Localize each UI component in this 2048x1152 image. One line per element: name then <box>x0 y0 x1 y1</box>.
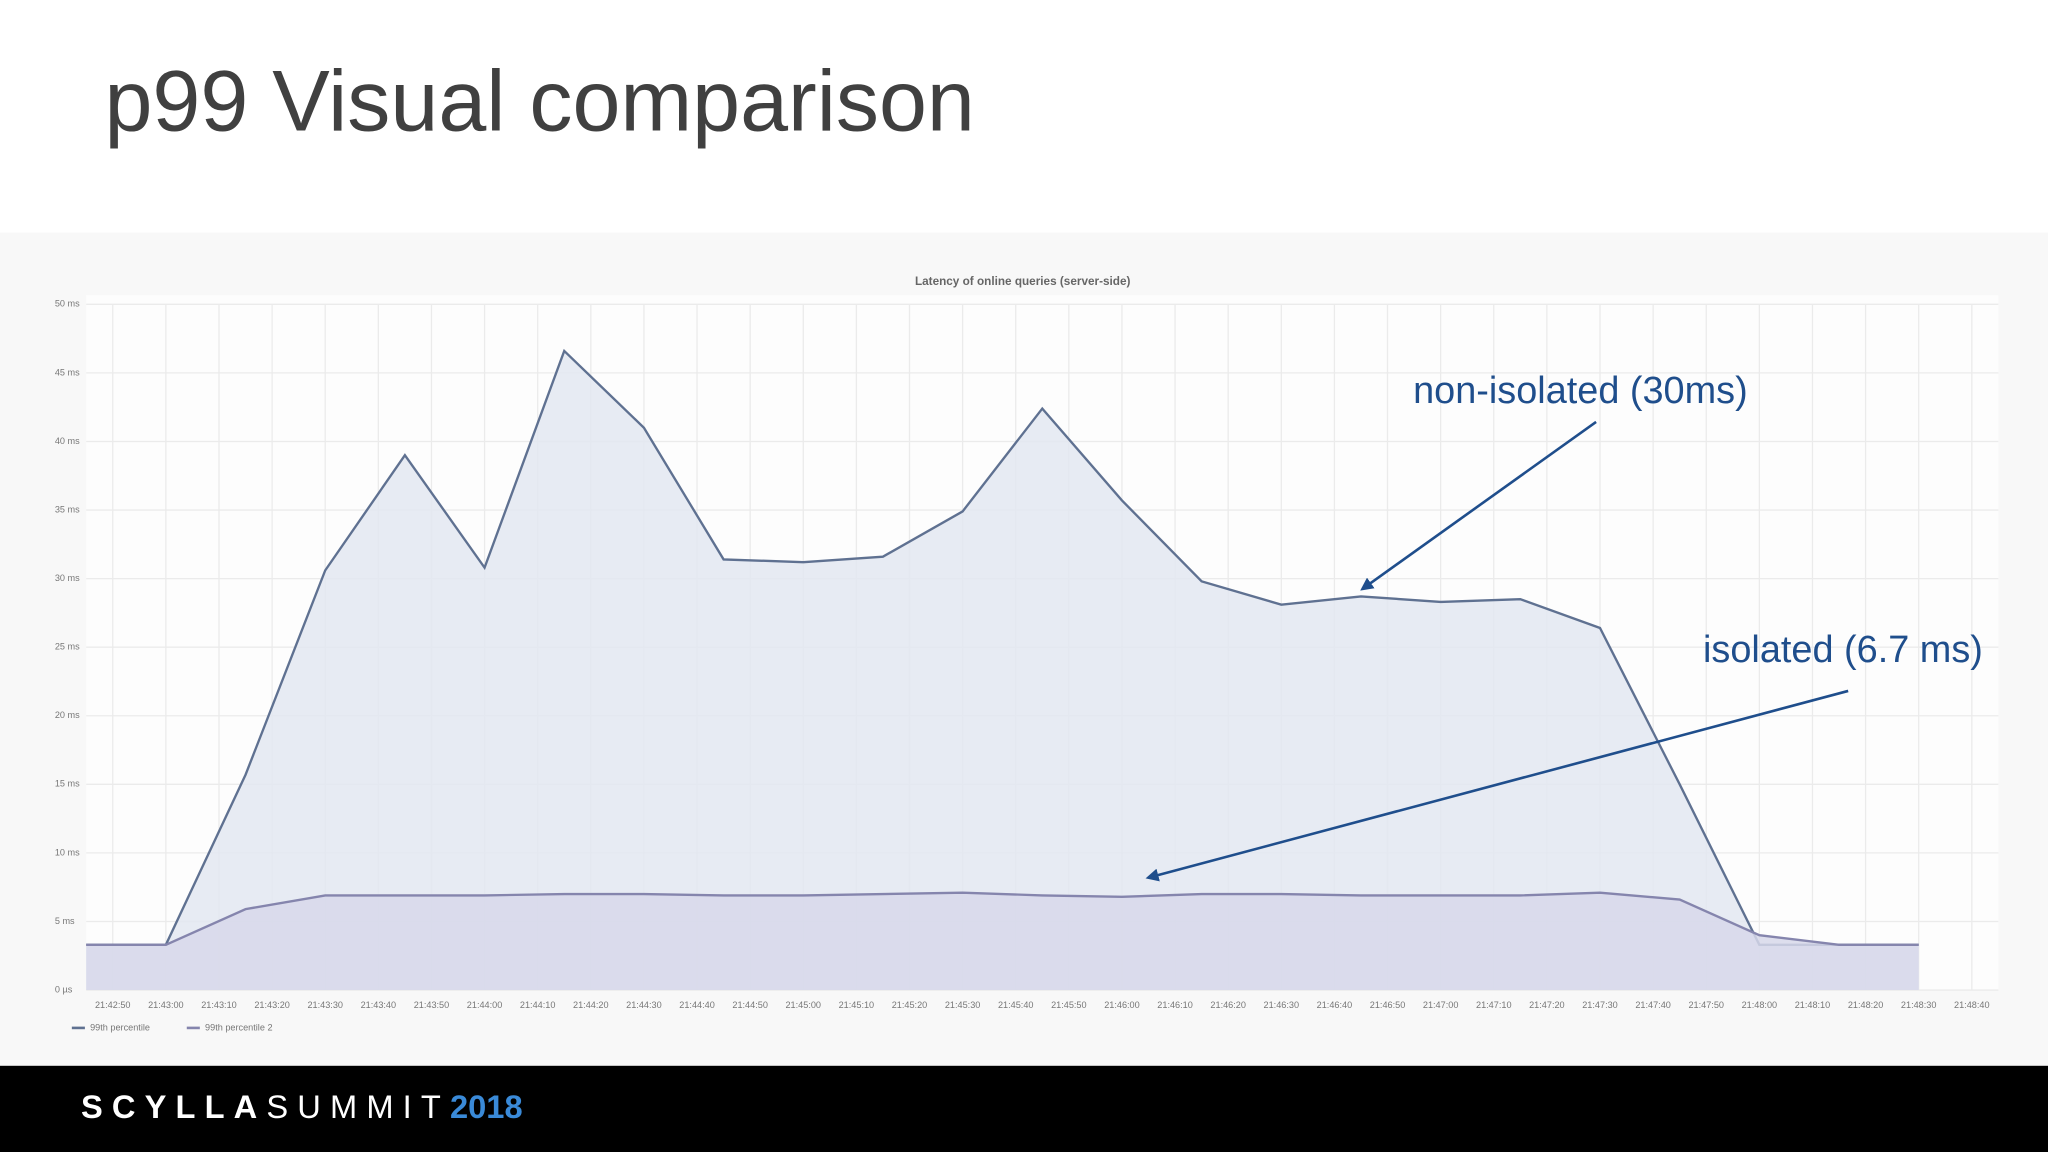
x-tick-label: 21:47:00 <box>1423 1000 1459 1010</box>
footer-logo: SCYLLASUMMIT2018 <box>81 1088 523 1125</box>
area-fill <box>86 892 1919 991</box>
x-tick-label: 21:47:40 <box>1635 1000 1671 1010</box>
arrow <box>1145 689 1849 882</box>
x-tick-label: 21:43:40 <box>361 1000 397 1010</box>
y-tick-label: 10 ms <box>55 847 80 857</box>
x-tick-label: 21:46:20 <box>1210 1000 1246 1010</box>
x-tick-label: 21:47:20 <box>1529 1000 1565 1010</box>
x-tick-label: 21:43:30 <box>307 1000 343 1010</box>
slide-title: p99 Visual comparison <box>104 54 974 150</box>
x-tick-label: 21:43:50 <box>414 1000 450 1010</box>
x-tick-label: 21:45:50 <box>1051 1000 1087 1010</box>
y-tick-label: 35 ms <box>55 504 80 514</box>
footer-bar <box>0 1065 2048 1152</box>
y-tick-label: 20 ms <box>55 710 80 720</box>
chart-title: Latency of online queries (server-side) <box>915 275 1131 288</box>
x-tick-label: 21:48:20 <box>1848 1000 1884 1010</box>
x-tick-label: 21:48:30 <box>1901 1000 1937 1010</box>
footer-year: 2018 <box>450 1088 523 1125</box>
x-tick-label: 21:46:40 <box>1317 1000 1353 1010</box>
x-tick-label: 21:43:00 <box>148 1000 184 1010</box>
x-tick-label: 21:45:00 <box>785 1000 821 1010</box>
x-tick-label: 21:44:00 <box>467 1000 503 1010</box>
x-tick-label: 21:48:40 <box>1954 1000 1990 1010</box>
x-tick-label: 21:45:40 <box>998 1000 1034 1010</box>
x-tick-label: 21:47:50 <box>1688 1000 1724 1010</box>
arrow <box>1360 420 1597 591</box>
x-tick-label: 21:44:50 <box>732 1000 768 1010</box>
x-tick-label: 21:45:10 <box>839 1000 875 1010</box>
x-tick-label: 21:47:30 <box>1582 1000 1618 1010</box>
y-tick-label: 0 µs <box>55 984 73 994</box>
x-tick-label: 21:48:10 <box>1795 1000 1831 1010</box>
x-tick-label: 21:43:20 <box>254 1000 290 1010</box>
plot: 0 µs 5 ms 10 ms 15 ms 20 ms 25 ms 30 ms 35 ms 40… <box>55 299 1999 1032</box>
x-tick-label: 21:44:40 <box>679 1000 715 1010</box>
x-tick-label: 21:46:50 <box>1370 1000 1406 1010</box>
y-tick-label: 45 ms <box>55 367 80 377</box>
y-tick-label: 15 ms <box>55 779 80 789</box>
x-tick-label: 21:46:30 <box>1264 1000 1300 1010</box>
footer-brand: SCYLLA <box>81 1088 266 1125</box>
x-tick-label: 21:47:10 <box>1476 1000 1512 1010</box>
footer-event: SUMMIT <box>266 1088 450 1125</box>
annotation: isolated (6.7 ms) <box>1703 629 1983 671</box>
legend-label: 99th percentile 2 <box>205 1022 272 1032</box>
series-line <box>86 891 1919 946</box>
x-tick-label: 21:46:00 <box>1104 1000 1140 1010</box>
y-tick-label: 5 ms <box>55 916 75 926</box>
x-tick-label: 21:43:10 <box>201 1000 237 1010</box>
area-fill <box>86 350 1919 991</box>
x-tick-label: 21:44:30 <box>626 1000 662 1010</box>
x-tick-label: 21:42:50 <box>95 1000 131 1010</box>
x-tick-label: 21:44:10 <box>520 1000 556 1010</box>
series-line <box>86 348 1919 946</box>
x-tick-label: 21:48:00 <box>1742 1000 1778 1010</box>
x-tick-label: 21:46:10 <box>1157 1000 1193 1010</box>
annotation: non-isolated (30ms) <box>1413 370 1748 412</box>
x-tick-label: 21:45:30 <box>945 1000 981 1010</box>
y-tick-label: 40 ms <box>55 436 80 446</box>
y-tick-label: 30 ms <box>55 573 80 583</box>
x-tick-label: 21:45:20 <box>892 1000 928 1010</box>
x-tick-label: 21:44:20 <box>573 1000 609 1010</box>
legend-label: 99th percentile <box>90 1022 150 1032</box>
y-tick-label: 50 ms <box>55 299 80 309</box>
y-tick-label: 25 ms <box>55 642 80 652</box>
